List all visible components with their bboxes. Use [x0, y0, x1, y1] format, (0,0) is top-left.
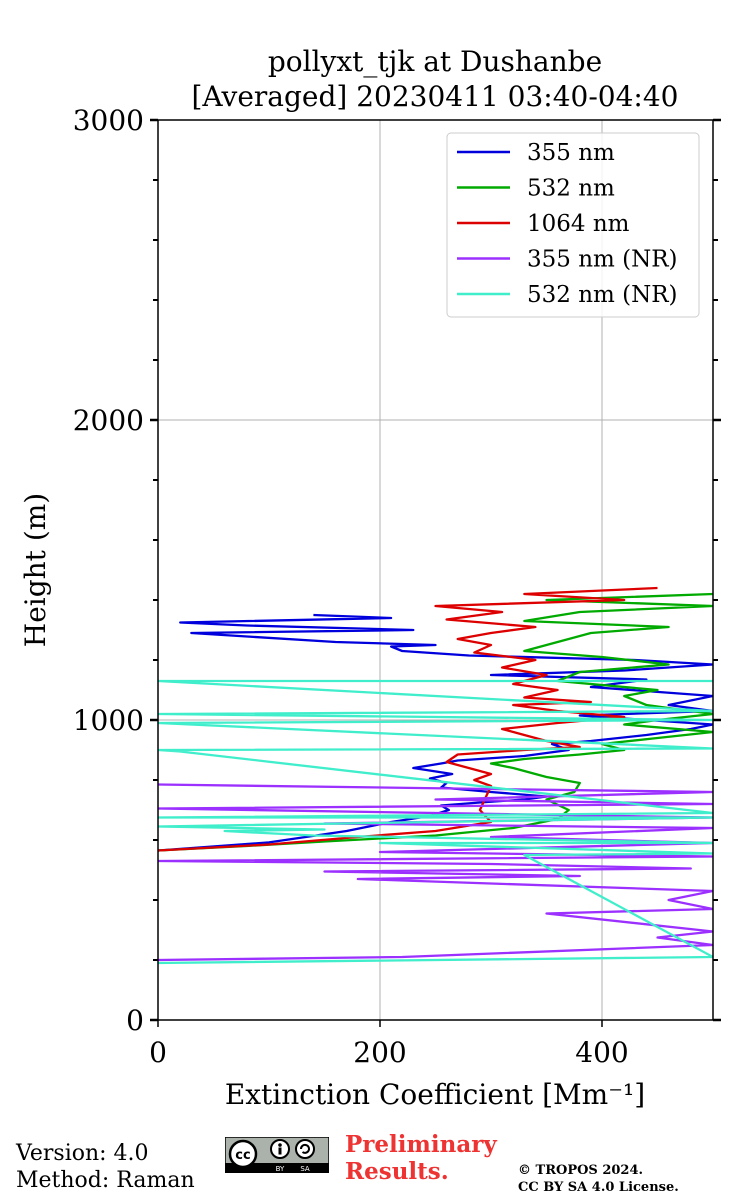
x-tick-label: 200	[353, 1036, 406, 1069]
y-tick-label: 3000	[73, 104, 144, 137]
series-group	[158, 586, 713, 965]
cc-license-badge: cc BY SA	[225, 1137, 329, 1173]
legend-frame	[446, 132, 700, 318]
legend-label: 532 nm	[527, 176, 615, 202]
x-tick-label: 400	[575, 1036, 628, 1069]
cc-by-text: BY	[276, 1165, 285, 1173]
series-line-532-nm	[158, 592, 713, 852]
preliminary-label-line2: Results.	[345, 1158, 449, 1185]
y-tick-label: 1000	[73, 704, 144, 737]
legend-label: 532 nm (NR)	[527, 282, 678, 308]
series-line-532-nm-nr-	[158, 679, 713, 965]
share-alike-icon	[295, 1139, 315, 1159]
legend-label: 1064 nm	[527, 211, 630, 237]
y-tick-label: 2000	[73, 404, 144, 437]
x-tick-label: 0	[149, 1036, 167, 1069]
legend-label: 355 nm	[527, 140, 615, 166]
copyright-line1: © TROPOS 2024.	[518, 1163, 644, 1178]
series-line-355-nm-nr-	[158, 783, 713, 962]
copyright-line2: CC BY SA 4.0 License.	[518, 1180, 679, 1195]
x-axis-label: Extinction Coefficient [Mm⁻¹]	[225, 1078, 645, 1111]
legend-label: 355 nm (NR)	[527, 247, 678, 273]
cc-sa-text: SA	[300, 1165, 310, 1173]
cc-icon	[228, 1139, 258, 1169]
plot-frame	[157, 119, 714, 1021]
chart-title-line2: [Averaged] 20230411 03:40-04:40	[192, 80, 679, 113]
axis-ticks	[150, 118, 721, 1027]
cc-icon-text: cc	[235, 1148, 250, 1163]
method-text: Method: Raman	[16, 1168, 195, 1193]
tick-labels: 0 200 400 0 1000 2000 3000	[73, 104, 629, 1069]
legend: 355 nm 532 nm 1064 nm 355 nm (NR) 532 nm (NR…	[446, 132, 700, 318]
preliminary-label-line1: Preliminary	[345, 1131, 497, 1158]
chart-title-line1: pollyxt_tjk at Dushanbe	[268, 45, 602, 78]
version-text: Version: 4.0	[16, 1141, 149, 1166]
y-axis-label: Height (m)	[19, 493, 52, 647]
y-tick-label: 0	[126, 1004, 144, 1037]
